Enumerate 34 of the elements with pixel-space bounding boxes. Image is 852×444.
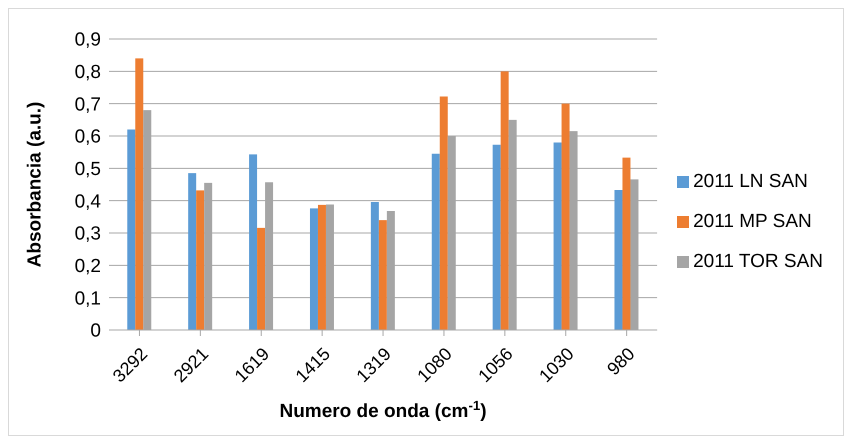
bar [318,204,326,330]
bar [440,96,448,330]
y-tick-label: 0,1 [74,288,101,310]
bar [500,71,509,330]
x-axis-title: Numero de onda (cm$^{-1}$) [279,398,487,422]
bar [257,228,266,330]
legend-label: 2011 MP SAN [693,211,812,232]
bar [378,220,387,330]
bar [614,190,622,330]
y-tick-label: 0,6 [74,126,101,148]
bar [492,144,501,330]
x-tick-label: 980 [603,344,639,380]
y-tick-label: 0,3 [74,224,101,245]
bar [432,154,440,330]
legend-label: 2011 TOR SAN [693,251,823,272]
bar [554,142,562,330]
bar [188,173,196,330]
bar [622,158,630,330]
y-tick-label: 0 [90,320,101,342]
y-tick-label: 0,8 [74,62,101,84]
y-tick-label: 0,4 [74,191,102,212]
bar [310,208,318,330]
y-tick-label: 0,2 [74,256,101,278]
bar [370,202,379,330]
bar [196,190,204,330]
bar [249,154,258,330]
legend-label: 2011 LN SAN [693,171,808,192]
y-tick-label: 0,5 [74,159,101,180]
bar [562,104,570,330]
y-axis-title: Absorbancia (a.u.) [24,102,46,268]
bar [135,58,144,330]
bar [127,130,136,330]
y-tick-label: 0,7 [74,94,101,116]
y-tick-label: 0,9 [74,30,101,51]
